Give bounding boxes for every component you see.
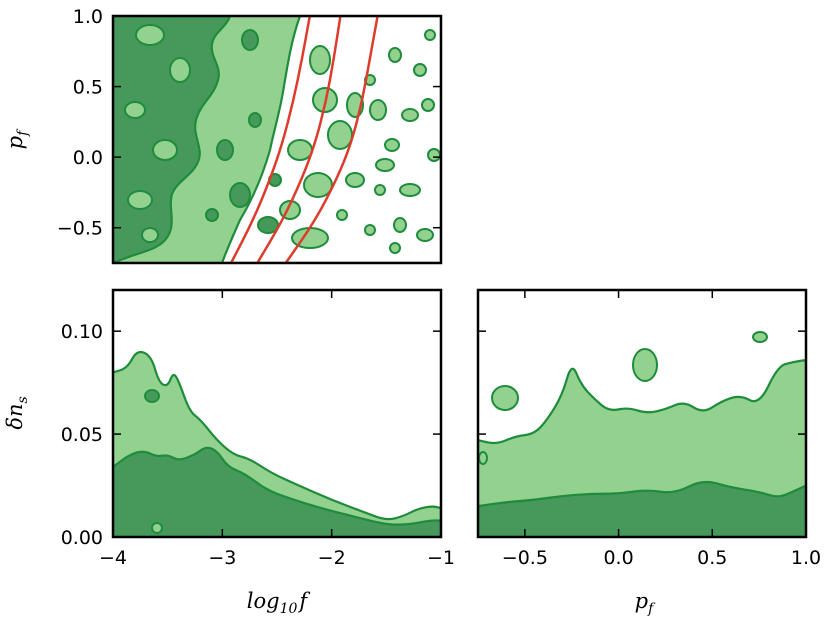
axes-frame-br bbox=[476, 288, 808, 539]
inner-hole-bl bbox=[151, 522, 163, 534]
inner-island-bl bbox=[144, 389, 160, 403]
axes-bl: −4 −3 −2 −1 0.00 0.05 0.10 bbox=[61, 290, 455, 569]
y-tick-label: 0.00 bbox=[61, 527, 103, 549]
ylabel-dns: δns bbox=[3, 396, 31, 429]
inner-islands-top bbox=[205, 29, 282, 234]
ylabel-pf: pf bbox=[3, 128, 31, 149]
x-tick-label: 0.0 bbox=[603, 547, 633, 569]
x-tick-label: 0.5 bbox=[697, 547, 727, 569]
contour-region-bl bbox=[113, 350, 441, 537]
red-curve bbox=[284, 16, 379, 263]
xlabel-log10f: log10f bbox=[247, 589, 311, 617]
x-tick-label: 1.0 bbox=[791, 547, 821, 569]
panel-dns-vs-log10f: −4 −3 −2 −1 0.00 0.05 0.10 δns log10f bbox=[3, 288, 455, 617]
xlabel-pf: pf bbox=[635, 589, 656, 617]
red-curves bbox=[229, 16, 379, 263]
red-curve bbox=[229, 16, 312, 263]
x-tick-label: −0.5 bbox=[502, 547, 548, 569]
red-curve bbox=[256, 16, 342, 263]
inner-holes-top bbox=[124, 24, 191, 243]
y-tick-label: 0.5 bbox=[73, 77, 103, 99]
contour-islands-br bbox=[478, 331, 768, 465]
x-tick-label: −1 bbox=[427, 547, 455, 569]
x-tick-label: −2 bbox=[318, 547, 346, 569]
inner-credible-region-br bbox=[478, 480, 806, 537]
axes-frame-bl bbox=[111, 288, 443, 539]
y-tick-label: 0.10 bbox=[61, 321, 103, 343]
y-tick-label: 0.05 bbox=[61, 424, 103, 446]
contour-region-br bbox=[478, 331, 806, 537]
y-tick-label: 1.0 bbox=[73, 6, 103, 28]
x-tick-label: −4 bbox=[99, 547, 127, 569]
axes-br: −0.5 0.0 0.5 1.0 bbox=[478, 290, 821, 569]
inner-credible-region-bl bbox=[113, 446, 441, 537]
y-tick-label: −0.5 bbox=[57, 218, 103, 240]
x-tick-label: −3 bbox=[208, 547, 236, 569]
axes-top: 1.0 0.5 0.0 −0.5 bbox=[57, 6, 441, 240]
y-tick-label: 0.0 bbox=[73, 147, 103, 169]
contour-region-top bbox=[113, 16, 441, 263]
axes-frame-top bbox=[111, 14, 443, 265]
panel-pf-vs-log10f: 1.0 0.5 0.0 −0.5 pf bbox=[3, 6, 443, 265]
panel-dns-vs-pf: −0.5 0.0 0.5 1.0 pf bbox=[476, 288, 821, 617]
